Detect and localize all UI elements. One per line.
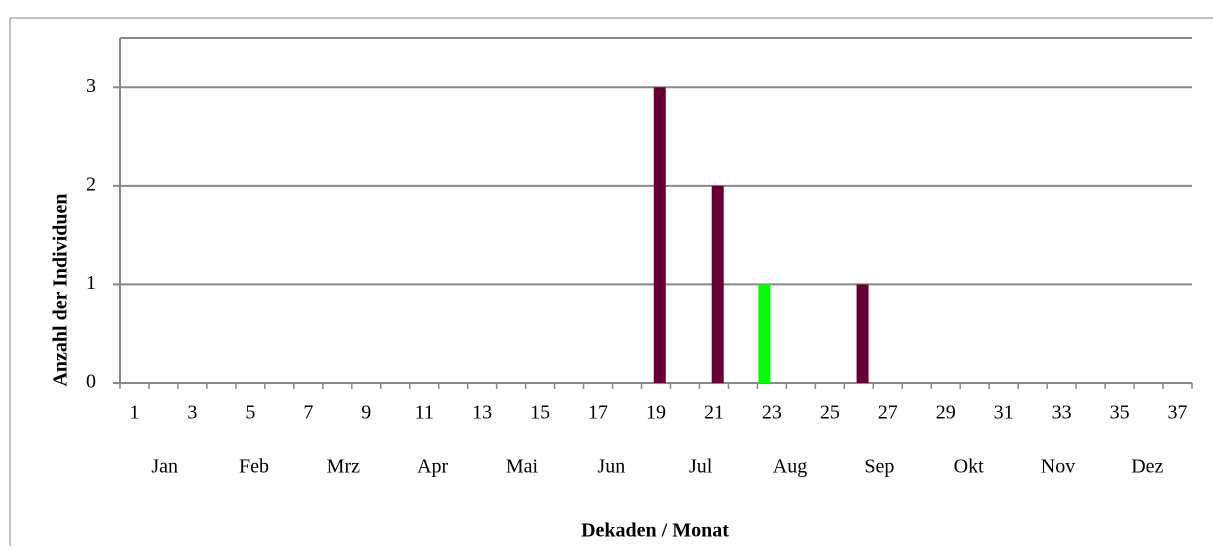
x-tick-label: 27 — [878, 402, 898, 424]
x-axis-label: Dekaden / Monat — [581, 520, 729, 542]
x-tick-label: 3 — [187, 402, 197, 424]
y-tick-label: 3 — [86, 75, 96, 97]
x-tick-label: 35 — [1110, 402, 1130, 424]
x-tick-label: 21 — [704, 402, 724, 424]
month-label: Jun — [597, 456, 625, 478]
month-label: Jan — [151, 456, 178, 478]
month-label: Nov — [1041, 456, 1075, 478]
x-tick-label: 5 — [245, 402, 255, 424]
x-tick-label: 17 — [588, 402, 608, 424]
x-tick-label: 19 — [646, 402, 666, 424]
x-tick-label: 25 — [820, 402, 840, 424]
bar — [856, 284, 869, 383]
x-tick-label: 15 — [530, 402, 550, 424]
x-tick-label: 7 — [303, 402, 313, 424]
x-tick-label: 37 — [1168, 402, 1188, 424]
x-tick-label: 23 — [762, 402, 782, 424]
month-label: Jul — [689, 456, 713, 478]
x-tick-label: 13 — [472, 402, 492, 424]
month-label: Sep — [864, 456, 894, 478]
bar — [653, 87, 666, 384]
y-tick-label: 2 — [86, 173, 96, 195]
month-label: Dez — [1131, 456, 1163, 478]
bar — [711, 185, 724, 383]
x-tick-label: 31 — [994, 402, 1014, 424]
month-label: Mrz — [327, 456, 360, 478]
y-tick-label: 1 — [86, 272, 96, 294]
x-tick-label: 33 — [1052, 402, 1072, 424]
x-tick-label: 1 — [129, 402, 139, 424]
month-label: Mai — [506, 456, 539, 478]
x-tick-label: 29 — [936, 402, 956, 424]
x-tick-label: 11 — [415, 402, 434, 424]
month-label: Okt — [954, 456, 984, 478]
bar — [758, 284, 771, 383]
month-label: Apr — [417, 456, 448, 478]
month-label: Feb — [239, 456, 269, 478]
month-label: Aug — [773, 456, 807, 478]
y-tick-label: 0 — [86, 371, 96, 393]
x-tick-label: 9 — [361, 402, 371, 424]
y-axis-label: Anzahl der Individuen — [50, 193, 72, 386]
